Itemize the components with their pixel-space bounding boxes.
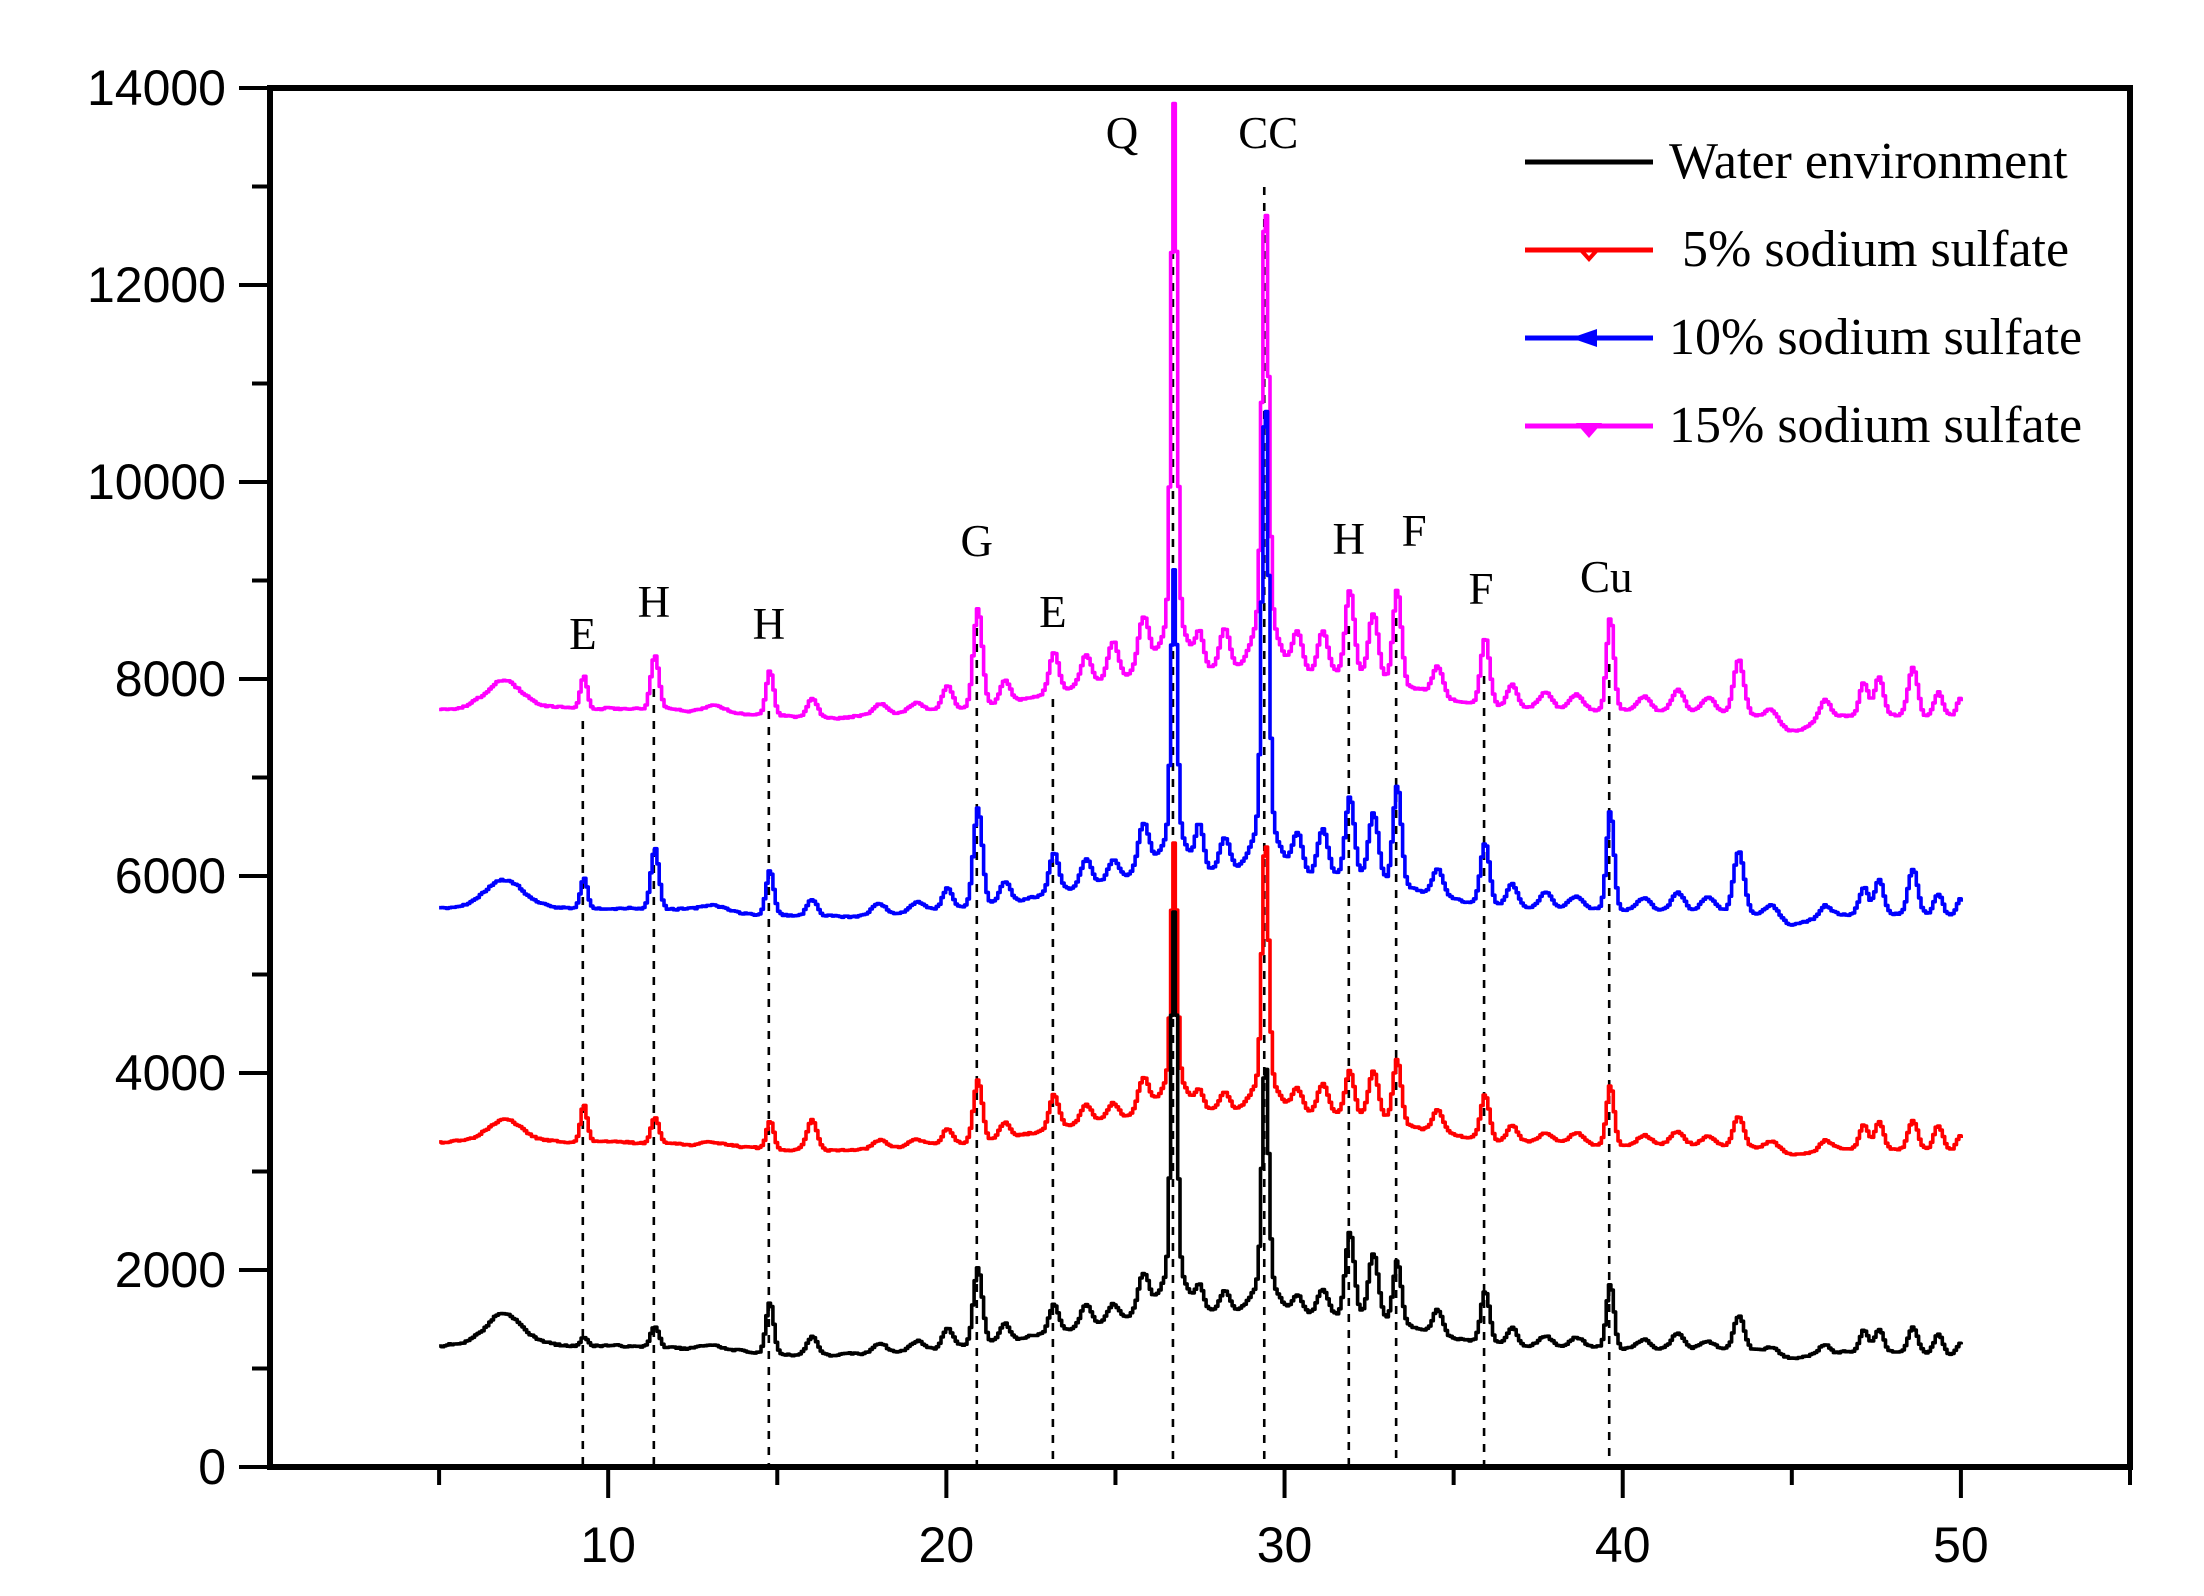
legend-item-10pct-sodium-sulfate: 10% sodium sulfate: [1523, 294, 2082, 382]
peak-label-Cu: Cu: [1580, 552, 1633, 602]
peak-label-F: F: [1469, 564, 1494, 614]
curve-5-sodium-sulfate: [439, 841, 1963, 1157]
peak-label-H: H: [753, 599, 786, 649]
x-tick-label: 50: [1933, 1517, 1989, 1573]
legend-marker-triangle-down-icon: [1576, 423, 1602, 438]
legend-item-5pct-sodium-sulfate: 5% sodium sulfate: [1523, 206, 2082, 294]
legend: Water environment 5% sodium sulfate 10% …: [1523, 118, 2082, 470]
curve-15-sodium-sulfate: [439, 101, 1963, 733]
y-tick-label: 4000: [115, 1045, 226, 1101]
legend-marker-tick-down-icon: [1578, 247, 1600, 262]
peak-label-H: H: [1333, 514, 1366, 564]
x-tick-label: 40: [1595, 1517, 1651, 1573]
legend-line-sample-icon: [1525, 159, 1653, 165]
x-tick-label: 10: [580, 1517, 636, 1573]
legend-line-sample-icon: [1525, 247, 1653, 262]
legend-item-15pct-sodium-sulfate: 15% sodium sulfate: [1523, 382, 2082, 470]
legend-label: 10% sodium sulfate: [1669, 309, 2083, 366]
curves: [439, 101, 1963, 1361]
peak-label-E: E: [569, 609, 597, 659]
legend-marker-triangle-left-icon: [1571, 329, 1597, 347]
y-tick-label: 10000: [87, 454, 226, 510]
peak-label-E: E: [1039, 587, 1067, 637]
y-tick-label: 6000: [115, 848, 226, 904]
curve-water-environment: [439, 910, 1963, 1361]
legend-label: 15% sodium sulfate: [1669, 397, 2083, 454]
y-tick-label: 0: [198, 1439, 226, 1495]
y-tick-labels: 0 2000 4000 6000 8000 10000 12000 14000: [87, 60, 226, 1495]
y-tick-label: 12000: [87, 257, 226, 313]
peak-label-Q: Q: [1106, 108, 1139, 158]
legend-item-water-environment: Water environment: [1523, 118, 2082, 206]
peak-label-G: G: [961, 516, 994, 566]
legend-line-sample-icon: [1525, 329, 1653, 347]
axis-ticks: [239, 86, 2132, 1498]
y-tick-label: 14000: [87, 60, 226, 116]
legend-label: Water environment: [1669, 133, 2068, 190]
x-tick-labels: 10 20 30 40 50: [580, 1517, 1988, 1573]
plot-frame: [267, 85, 2133, 1470]
legend-line-sample-icon: [1525, 423, 1653, 438]
curve-10-sodium-sulfate: [439, 409, 1963, 927]
y-tick-label: 2000: [115, 1242, 226, 1298]
legend-label: 5% sodium sulfate: [1669, 221, 2070, 278]
peak-label-H: H: [638, 577, 671, 627]
peak-label-CC: CC: [1238, 108, 1298, 158]
y-tick-label: 8000: [115, 651, 226, 707]
x-tick-label: 30: [1257, 1517, 1313, 1573]
peak-label-F: F: [1402, 506, 1427, 556]
x-tick-label: 20: [919, 1517, 975, 1573]
